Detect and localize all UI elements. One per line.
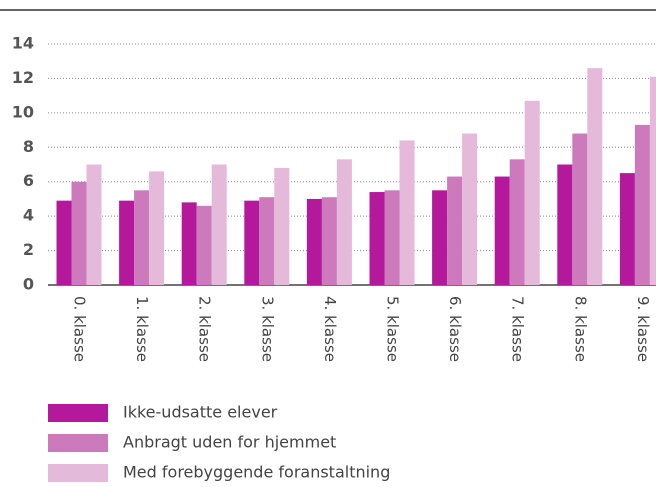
bar [494,176,510,285]
legend-swatch [48,434,108,452]
legend-swatch [48,464,108,482]
bar [274,167,290,285]
legend-label: Anbragt uden for hjemmet [123,433,336,452]
bar [211,164,227,285]
bar [119,200,135,285]
y-tick-label: 12 [12,68,34,87]
legend-label: Med forebyggende foranstaltning [123,463,390,482]
y-tick-label: 8 [23,137,34,156]
bar [369,192,385,285]
y-tick-label: 0 [23,275,34,294]
bar [384,190,400,285]
bar [619,173,635,285]
x-tick-label: 8. klasse [571,296,589,362]
y-tick-label: 2 [23,240,34,259]
legend-swatch [48,404,108,422]
x-tick-label: 7. klasse [509,296,527,362]
x-tick-label: 1. klasse [133,296,151,362]
bar [56,200,72,285]
x-tick-label: 2. klasse [196,296,214,362]
y-tick-label: 6 [23,171,34,190]
x-tick-label: 5. klasse [384,296,402,362]
bar [509,159,525,285]
bar [149,171,165,285]
bar [259,197,275,285]
y-tick-label: 14 [12,34,34,53]
bar [572,133,588,285]
x-tick-label: 9. klasse [634,296,652,362]
bar [86,164,102,285]
legend-label: Ikke-udsatte elever [123,403,278,422]
y-tick-label: 4 [23,206,34,225]
bar [557,164,573,285]
bar [244,200,260,285]
bar [447,176,463,285]
bar [462,133,478,285]
bar [181,202,197,285]
bar [306,198,322,285]
bar [134,190,150,285]
bar [336,159,352,285]
bar [587,68,603,285]
bar [71,181,87,285]
bar [649,76,656,285]
bar [432,190,448,285]
y-tick-label: 10 [12,102,34,121]
x-tick-label: 3. klasse [258,296,276,362]
bar [321,197,337,285]
bar [196,205,212,285]
bar [634,124,650,286]
x-tick-label: 6. klasse [446,296,464,362]
bar [524,100,540,285]
bar [399,140,415,285]
x-tick-label: 0. klasse [71,296,89,362]
x-tick-label: 4. klasse [321,296,339,362]
